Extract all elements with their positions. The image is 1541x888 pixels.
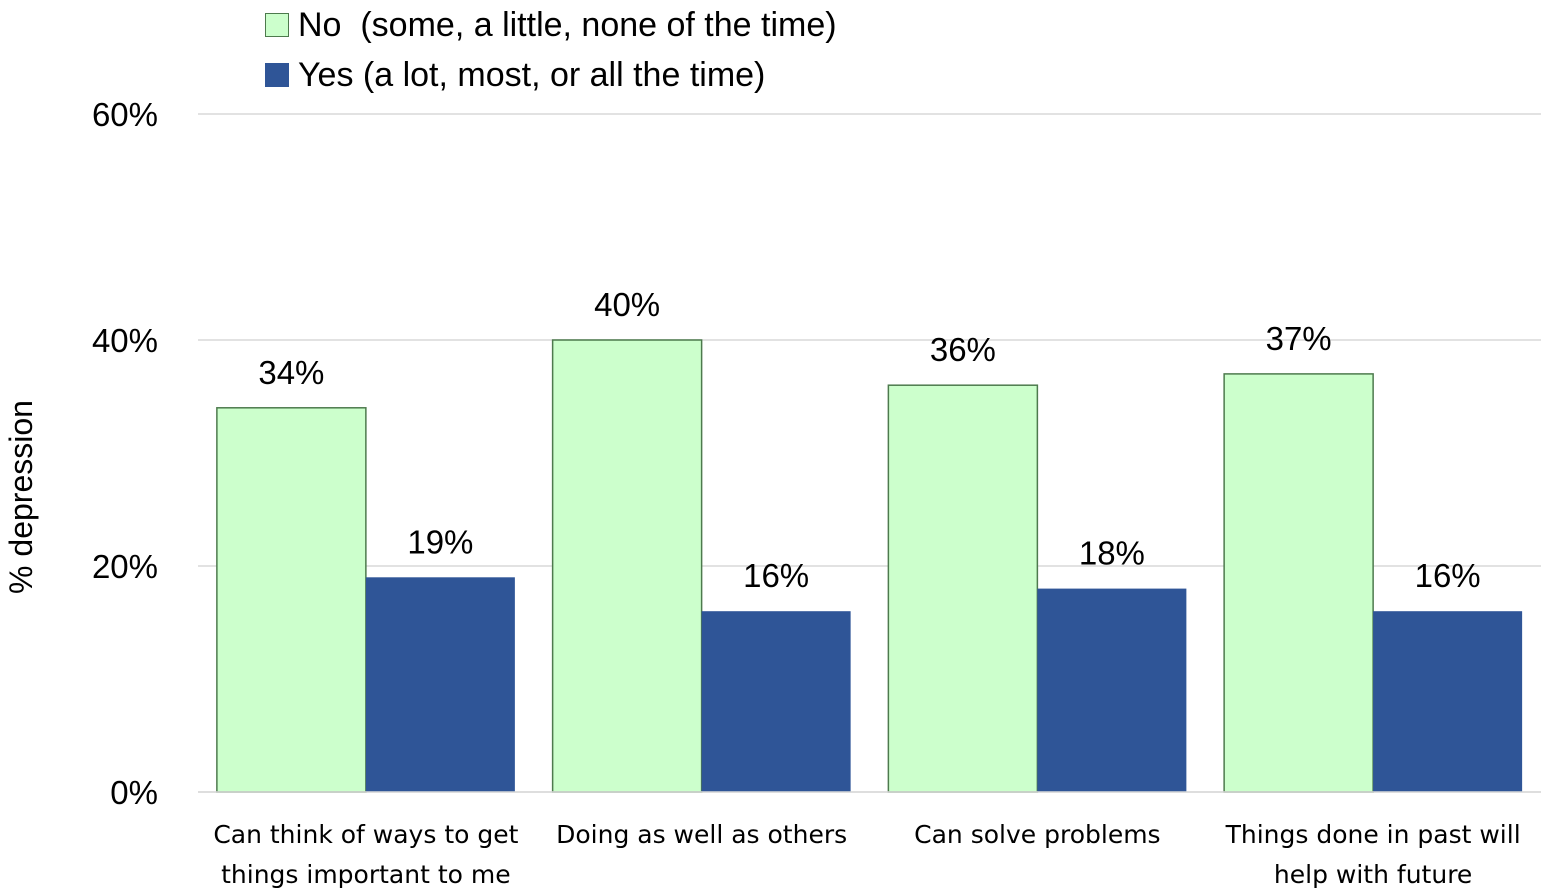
y-tick-label: 20% bbox=[92, 548, 158, 585]
legend: No (some, a little, none of the time) Ye… bbox=[265, 0, 837, 100]
data-label: 37% bbox=[1266, 320, 1332, 357]
bar-yes bbox=[365, 577, 515, 792]
legend-swatch-no bbox=[265, 13, 289, 37]
legend-swatch-yes bbox=[265, 63, 289, 87]
bar-no bbox=[887, 384, 1039, 793]
legend-label-yes: Yes (a lot, most, or all the time) bbox=[298, 55, 766, 94]
x-tick-label: things important to me bbox=[221, 860, 511, 888]
y-tick-label: 60% bbox=[92, 96, 158, 133]
bar-no bbox=[1223, 373, 1374, 793]
data-label: 40% bbox=[594, 286, 660, 323]
y-axis-label: % depression bbox=[3, 400, 39, 594]
data-label: 18% bbox=[1079, 535, 1145, 572]
bar-yes bbox=[1037, 588, 1187, 792]
bar-yes bbox=[1373, 611, 1523, 792]
y-tick-label: 40% bbox=[92, 322, 158, 359]
legend-item-yes: Yes (a lot, most, or all the time) bbox=[265, 50, 837, 100]
x-tick-label: Things done in past will bbox=[1225, 820, 1521, 849]
data-label: 16% bbox=[743, 557, 809, 594]
y-tick-label: 0% bbox=[110, 774, 158, 811]
x-tick-label: Can think of ways to get bbox=[213, 820, 518, 849]
x-tick-label: Can solve problems bbox=[914, 820, 1160, 849]
data-label: 19% bbox=[407, 523, 473, 560]
bar-no bbox=[551, 339, 703, 793]
x-tick-label: Doing as well as others bbox=[556, 820, 847, 849]
legend-item-no: No (some, a little, none of the time) bbox=[265, 0, 837, 50]
bar-no bbox=[216, 407, 367, 793]
x-tick-label: help with future bbox=[1274, 860, 1472, 888]
data-label: 34% bbox=[258, 354, 324, 391]
legend-label-no: No (some, a little, none of the time) bbox=[298, 5, 837, 44]
data-label: 36% bbox=[930, 331, 996, 368]
bar-yes bbox=[701, 611, 851, 792]
data-label: 16% bbox=[1415, 557, 1481, 594]
